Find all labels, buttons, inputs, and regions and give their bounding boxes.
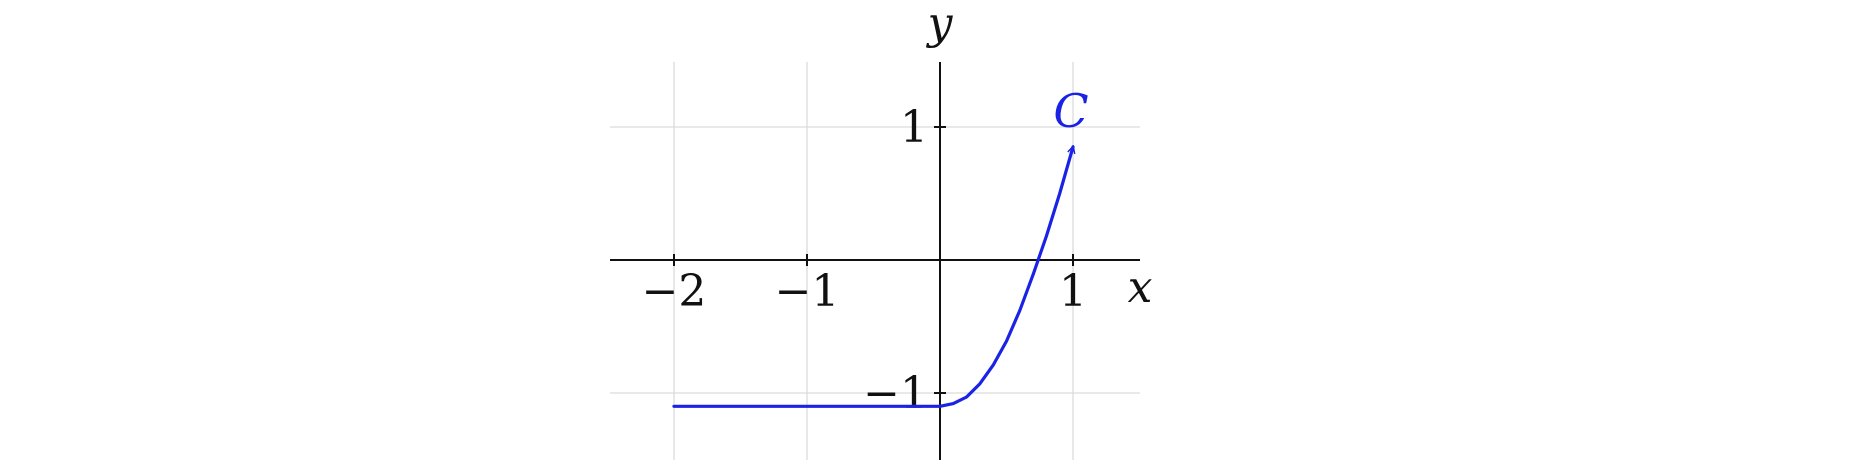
x-tick-label: −2	[642, 266, 707, 317]
x-tick-label: 1	[1059, 266, 1087, 317]
series	[672, 147, 1073, 408]
ticks: −2 −1 1 1 −1	[642, 102, 1087, 419]
x-tick-label: −1	[775, 266, 840, 317]
y-axis-label: y	[926, 0, 954, 49]
y-tick-label: −1	[863, 368, 928, 419]
labels: x y C	[926, 0, 1153, 313]
curve-label-c: C	[1053, 84, 1088, 138]
curve-c	[672, 147, 1073, 408]
y-tick-label: 1	[900, 102, 928, 153]
x-axis-label: x	[1128, 262, 1153, 313]
